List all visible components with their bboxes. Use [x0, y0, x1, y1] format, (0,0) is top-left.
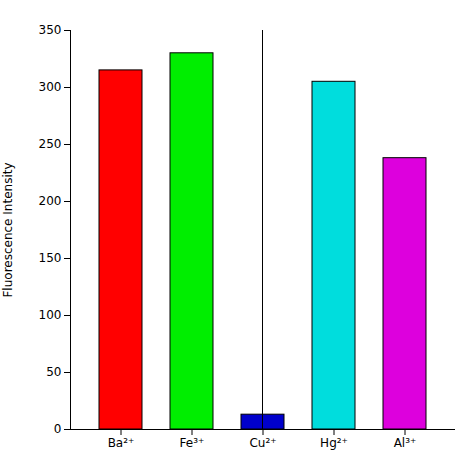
svg-text:100: 100: [39, 308, 62, 322]
svg-text:50: 50: [46, 365, 61, 379]
svg-text:Cu²⁺: Cu²⁺: [249, 436, 276, 450]
svg-text:Ba²⁺: Ba²⁺: [108, 436, 135, 450]
svg-text:Al³⁺: Al³⁺: [394, 436, 417, 450]
svg-text:Hg²⁺: Hg²⁺: [320, 436, 348, 450]
svg-text:250: 250: [39, 137, 62, 151]
svg-text:0: 0: [54, 422, 62, 436]
svg-text:300: 300: [39, 80, 62, 94]
svg-text:Fluorescence Intensity: Fluorescence Intensity: [1, 162, 15, 297]
svg-text:350: 350: [39, 23, 62, 37]
svg-text:150: 150: [39, 251, 62, 265]
svg-text:200: 200: [39, 194, 62, 208]
svg-text:Fe³⁺: Fe³⁺: [180, 436, 205, 450]
